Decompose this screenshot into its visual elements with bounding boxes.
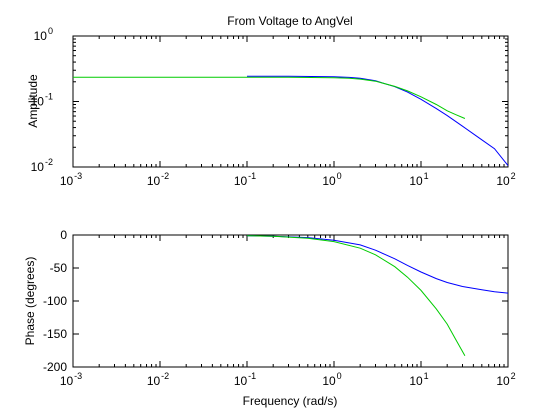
green-series-line bbox=[73, 76, 466, 119]
blue-series-line bbox=[247, 75, 509, 166]
frequency-xlabel: Frequency (rad/s) bbox=[243, 394, 338, 408]
y-tick-label: 0 bbox=[60, 228, 67, 242]
x-tick-label: 100 bbox=[322, 371, 341, 388]
blue-series-line bbox=[246, 235, 509, 294]
y-tick-label: -50 bbox=[50, 261, 68, 275]
y-tick-label: 10-2 bbox=[31, 157, 53, 174]
x-tick-label: 10-3 bbox=[60, 171, 82, 188]
x-tick-label: 10-1 bbox=[234, 371, 256, 388]
x-tick-label: 102 bbox=[496, 171, 515, 188]
y-tick-label: -200 bbox=[43, 360, 67, 374]
x-tick-label: 101 bbox=[409, 171, 428, 188]
y-tick-label: -100 bbox=[43, 294, 67, 308]
plot-area-box bbox=[72, 35, 509, 168]
plot-area-box bbox=[72, 234, 509, 368]
x-tick-label: 10-2 bbox=[147, 171, 169, 188]
x-tick-label: 101 bbox=[409, 371, 428, 388]
amplitude-ylabel: Amplitude bbox=[26, 74, 40, 128]
phase-ylabel: Phase (degrees) bbox=[23, 257, 37, 346]
y-tick-label: -150 bbox=[43, 327, 67, 341]
y-tick-label: 100 bbox=[34, 26, 53, 43]
chart-title: From Voltage to AngVel bbox=[227, 14, 352, 28]
green-series-line bbox=[246, 235, 466, 357]
x-tick-label: 10-2 bbox=[147, 371, 169, 388]
x-tick-label: 10-1 bbox=[234, 171, 256, 188]
x-tick-label: 102 bbox=[496, 371, 515, 388]
x-tick-label: 100 bbox=[322, 171, 341, 188]
